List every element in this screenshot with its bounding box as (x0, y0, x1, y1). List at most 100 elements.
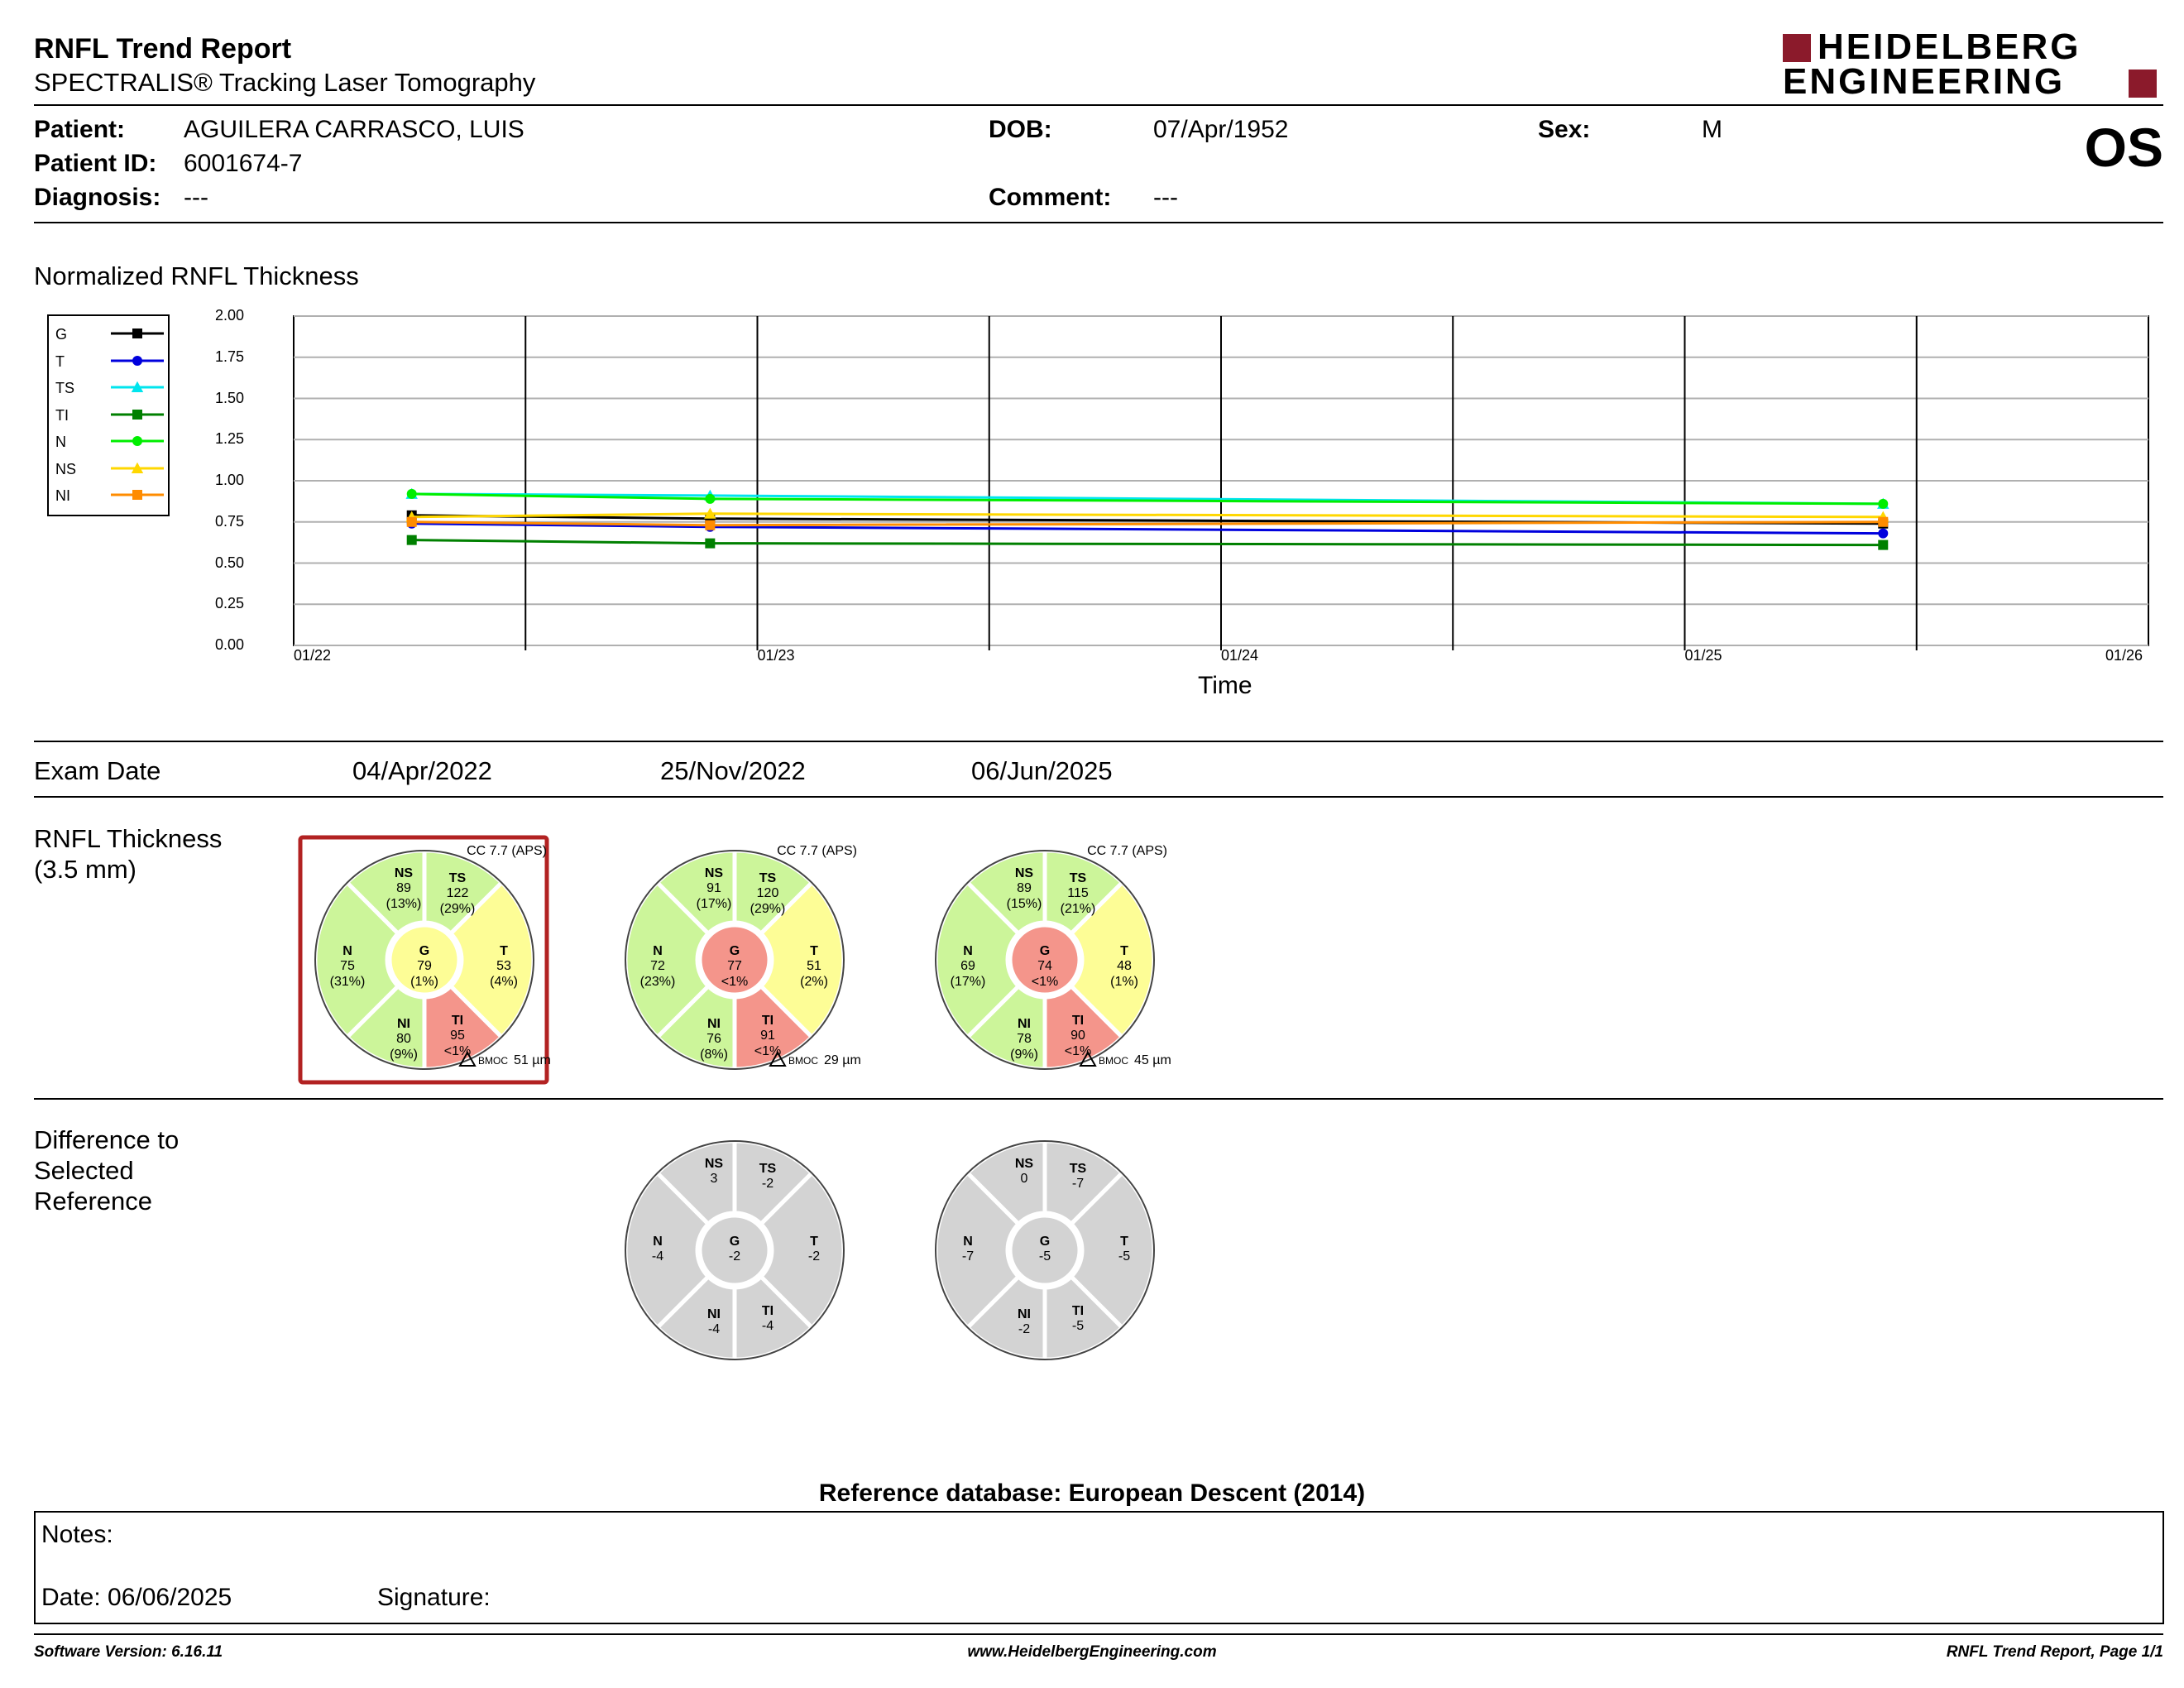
thickness-label: RNFL Thickness (34, 824, 223, 853)
trend-chart (293, 315, 2149, 650)
legend-label: TS (55, 380, 75, 396)
sector-percentile-ts: (29%) (750, 902, 786, 916)
x-tick-label: 01/26 (2105, 647, 2143, 664)
divider (34, 796, 2163, 798)
sector-percentile-ts: (29%) (440, 902, 476, 916)
logo-line1: HEIDELBERG (1818, 26, 2081, 67)
x-tick-label: 01/25 (1684, 647, 1722, 664)
legend-marker (132, 490, 142, 500)
sector-name-g: G (1040, 1235, 1050, 1249)
legend-swatch (111, 490, 164, 500)
legend-label: NI (55, 487, 70, 504)
sector-ti (732, 1273, 815, 1362)
y-tick-label: 0.50 (214, 554, 244, 571)
sector-percentile-g: <1% (721, 975, 748, 989)
logo-square-bottom (2129, 70, 2157, 98)
sector-name-ni: NI (1018, 1307, 1031, 1321)
x-tick-label: 01/23 (757, 647, 795, 664)
sector-outline (935, 850, 1155, 1070)
sector-n (623, 1170, 711, 1331)
x-tick-label: 01/22 (294, 647, 332, 664)
bmo-label: BMOC (788, 1055, 818, 1067)
sector-name-t: T (810, 944, 818, 958)
data-point-n (406, 488, 417, 499)
data-point-ni (406, 516, 417, 527)
sector-g (387, 923, 462, 997)
sector-outline (625, 1140, 845, 1360)
sector-name-ns: NS (705, 866, 724, 880)
legend-item-ts: TS (55, 376, 164, 401)
sector-n (933, 1170, 1022, 1331)
data-point-ti (406, 535, 417, 545)
sector-ns (654, 848, 737, 937)
legend-swatch (111, 409, 164, 420)
sector-name-ns: NS (395, 866, 414, 880)
patient-label: Patient: (34, 116, 126, 143)
sector-name-ti: TI (762, 1304, 774, 1318)
legend-marker (132, 409, 142, 420)
sector-value-ti: -5 (1072, 1319, 1084, 1333)
data-point-ni (705, 520, 716, 530)
comment-value: --- (1153, 184, 1178, 211)
website-link[interactable]: www.HeidelbergEngineering.com (967, 1643, 1217, 1661)
legend-swatch (111, 462, 164, 473)
sector-t (758, 1170, 846, 1331)
sector-value-ni: 76 (706, 1032, 721, 1046)
sector-name-ts: TS (1070, 1162, 1087, 1176)
sector-percentile-ns: (15%) (1007, 897, 1042, 911)
y-tick-label: 1.25 (214, 430, 244, 448)
exam-date-1: 04/Apr/2022 (352, 756, 492, 785)
legend-marker (131, 462, 144, 473)
legend-marker (132, 355, 142, 366)
sector-ni (654, 1273, 737, 1362)
sector-n (313, 880, 401, 1040)
sector-value-n: 69 (960, 959, 975, 973)
sector-outline (625, 850, 845, 1070)
sector-name-ts: TS (449, 871, 467, 885)
sector-g (697, 923, 772, 997)
data-point-ti (1878, 539, 1889, 550)
sex-label: Sex: (1538, 116, 1591, 143)
sector-value-ts: 120 (757, 886, 779, 900)
sector-name-ni: NI (707, 1307, 721, 1321)
data-point-ti (705, 538, 716, 549)
sector-percentile-g: <1% (1032, 975, 1058, 989)
sector-name-ti: TI (452, 1014, 463, 1028)
sector-ns (965, 1139, 1047, 1227)
sector-percentile-ti: <1% (444, 1044, 471, 1058)
difference-label-2: Selected (34, 1156, 134, 1185)
sector-ns (344, 848, 427, 937)
legend-label: T (55, 352, 65, 370)
classification-label: CC 7.7 (APS) (777, 844, 857, 858)
sector-ni (965, 983, 1047, 1072)
legend-item-ti: TI (55, 404, 164, 429)
sector-value-ns: 91 (706, 881, 721, 895)
sector-value-ti: -4 (762, 1319, 774, 1333)
dob-value: 07/Apr/1952 (1153, 116, 1289, 143)
bmo-label: BMOC (1099, 1055, 1128, 1067)
delta-icon (1079, 1050, 1097, 1067)
sector-n (623, 880, 711, 1040)
sector-value-g: -5 (1039, 1249, 1051, 1264)
sector-ti (1042, 1273, 1125, 1362)
classification-label: CC 7.7 (APS) (1087, 844, 1167, 858)
sector-value-ni: 78 (1017, 1032, 1032, 1046)
notes-label: Notes: (41, 1521, 113, 1548)
sector-name-ti: TI (762, 1014, 774, 1028)
sector-value-ni: -2 (1018, 1322, 1030, 1336)
sector-value-ns: 3 (711, 1172, 718, 1186)
sector-percentile-ti: <1% (754, 1044, 781, 1058)
sector-value-ti: 91 (760, 1029, 775, 1043)
sector-name-ts: TS (759, 871, 777, 885)
sector-value-ni: -4 (708, 1322, 720, 1336)
sector-name-t: T (1120, 1235, 1128, 1249)
sector-name-ns: NS (1015, 866, 1034, 880)
sector-ts (1042, 848, 1125, 937)
sector-ni (965, 1273, 1047, 1362)
sector-value-ni: 80 (396, 1032, 411, 1046)
sector-percentile-ti: <1% (1065, 1044, 1091, 1058)
legend-item-ns: NS (55, 458, 164, 482)
signature-label: Signature: (377, 1584, 491, 1611)
sector-value-t: -5 (1118, 1249, 1130, 1264)
sector-name-t: T (1120, 944, 1128, 958)
